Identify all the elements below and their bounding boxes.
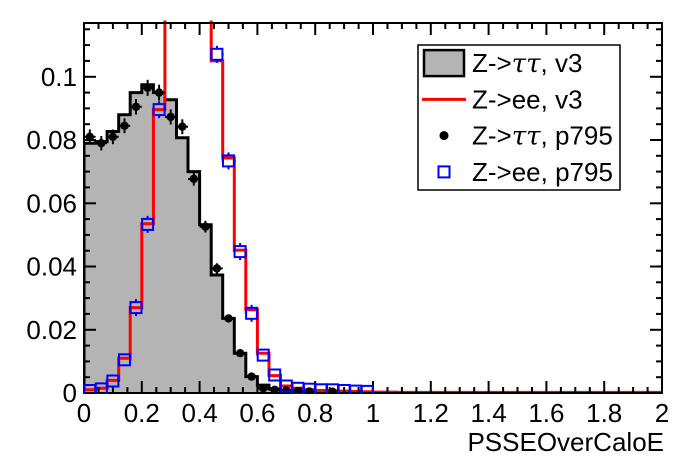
legend-marker-open-square — [437, 165, 451, 179]
legend-swatch-filled-box — [422, 48, 466, 78]
legend: Z->ττ, v3 Z->ee, v3 Z->ττ, p795 Z->ee, p795 — [417, 44, 621, 191]
x-tick-label: 0.2 — [124, 398, 160, 428]
y-tick-label: 0.04 — [26, 252, 77, 282]
y-tick-label: 0.1 — [41, 62, 77, 92]
legend-item-label: Z->ee, p795 — [472, 157, 613, 187]
x-axis-tick-labels: 0 0.2 0.4 0.6 0.8 1 1.2 1.4 1.6 1.8 2 — [77, 398, 669, 428]
y-tick-label: 0 — [63, 378, 77, 408]
legend-item-label: Z->ττ, v3 — [472, 48, 582, 79]
x-tick-label: 1.8 — [586, 398, 622, 428]
x-tick-label: 1.6 — [528, 398, 564, 428]
y-tick-label: 0.02 — [26, 315, 77, 345]
x-axis-label: PSSEOverCaloE — [467, 427, 664, 457]
y-tick-label: 0.08 — [26, 125, 77, 155]
x-tick-label: 0 — [77, 398, 91, 428]
y-tick-label: 0.06 — [26, 188, 77, 218]
x-tick-label: 1.4 — [471, 398, 507, 428]
x-tick-label: 0.4 — [182, 398, 218, 428]
x-tick-label: 0.6 — [239, 398, 275, 428]
x-tick-label: 0.8 — [297, 398, 333, 428]
legend-marker-circle — [439, 131, 449, 141]
x-tick-label: 1 — [366, 398, 380, 428]
y-axis-tick-labels: 0 0.02 0.04 0.06 0.08 0.1 — [26, 62, 77, 408]
legend-item-label: Z->ττ, p795 — [472, 121, 613, 152]
legend-item-label: Z->ee, v3 — [472, 84, 583, 114]
x-tick-label: 2 — [655, 398, 669, 428]
blue-points-series — [83, 45, 374, 394]
x-tick-label: 1.2 — [413, 398, 449, 428]
